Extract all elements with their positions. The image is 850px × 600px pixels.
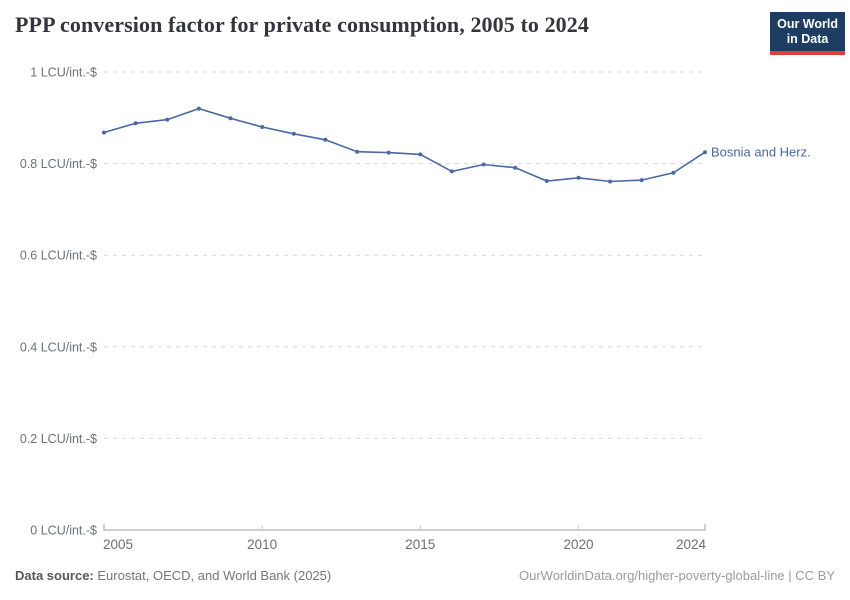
- data-point[interactable]: [671, 170, 676, 175]
- data-point[interactable]: [165, 117, 170, 122]
- data-point[interactable]: [291, 131, 296, 136]
- data-point[interactable]: [513, 165, 518, 170]
- data-point[interactable]: [355, 149, 360, 154]
- data-point[interactable]: [418, 152, 423, 157]
- series-line[interactable]: [103, 107, 706, 183]
- data-point[interactable]: [196, 106, 201, 111]
- owid-logo-line1: Our World: [777, 17, 838, 31]
- y-axis-tick-label: 0.4 LCU/int.-$: [20, 340, 97, 354]
- owid-logo-line2: in Data: [786, 32, 829, 46]
- data-point[interactable]: [323, 137, 328, 142]
- series-label[interactable]: Bosnia and Herz.: [711, 145, 811, 160]
- owid-logo[interactable]: Our World in Data: [770, 12, 845, 55]
- data-point[interactable]: [481, 162, 486, 167]
- data-point[interactable]: [576, 175, 581, 180]
- data-point[interactable]: [544, 179, 549, 183]
- data-point[interactable]: [260, 125, 265, 129]
- y-axis-tick-label: 1 LCU/int.-$: [30, 66, 97, 80]
- x-axis-tick-label: 2024: [676, 537, 707, 552]
- y-axis-tick-label: 0 LCU/int.-$: [30, 524, 97, 538]
- x-axis-tick-label: 2020: [563, 537, 593, 552]
- data-point[interactable]: [228, 116, 233, 121]
- series-bosnia-and-herz-[interactable]: Bosnia and Herz.: [102, 106, 811, 184]
- data-source-text: Eurostat, OECD, and World Bank (2025): [93, 568, 332, 583]
- y-axis-tick-label: 0.6 LCU/int.-$: [20, 249, 97, 263]
- data-point[interactable]: [449, 169, 454, 174]
- y-axis-tick-label: 0.2 LCU/int.-$: [20, 432, 97, 446]
- y-axis-tick-label: 0.8 LCU/int.-$: [20, 157, 97, 171]
- data-source-label: Data source:: [15, 568, 94, 583]
- x-axis-tick-label: 2010: [247, 537, 277, 552]
- x-axis-tick-label: 2015: [405, 537, 435, 552]
- data-point[interactable]: [608, 179, 613, 184]
- data-point[interactable]: [386, 150, 391, 155]
- data-point[interactable]: [703, 150, 707, 155]
- credit-line: OurWorldinData.org/higher-poverty-global…: [519, 568, 835, 583]
- x-axis-tick-label: 2005: [103, 537, 133, 552]
- data-source-note: Data source: Eurostat, OECD, and World B…: [15, 568, 331, 583]
- chart-title: PPP conversion factor for private consum…: [15, 12, 589, 37]
- data-point[interactable]: [639, 178, 644, 183]
- data-point[interactable]: [133, 121, 138, 126]
- data-point[interactable]: [102, 130, 106, 135]
- x-axis-line: [103, 524, 706, 531]
